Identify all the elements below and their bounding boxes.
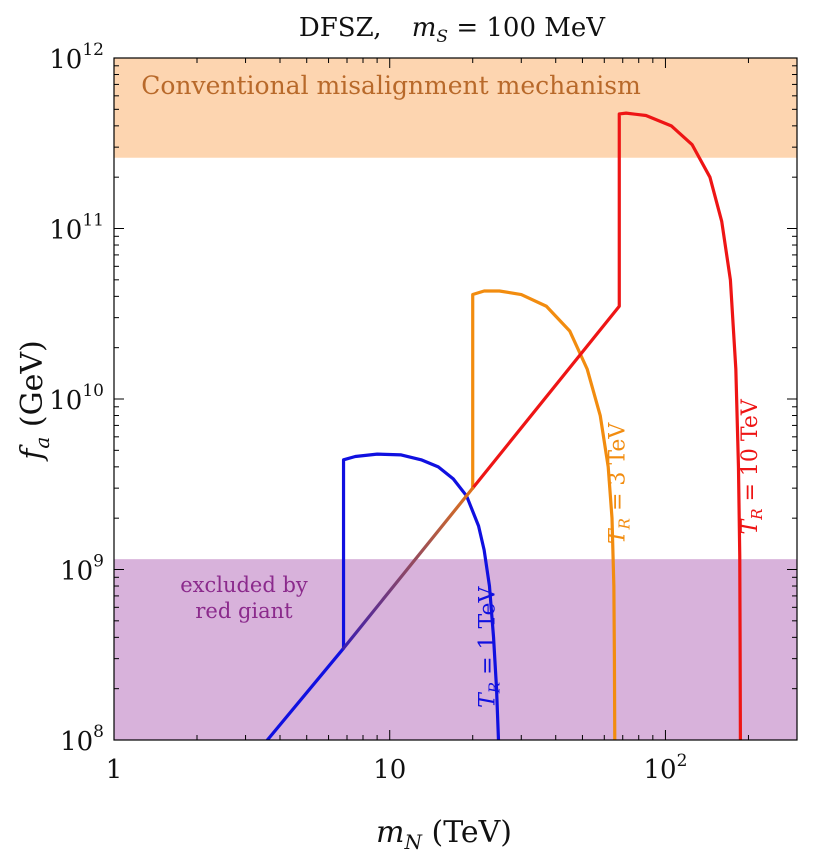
x-tick-label: 10 — [373, 755, 406, 785]
y-tick-label: 1010 — [49, 381, 104, 416]
x-axis-label: mN (TeV) — [376, 815, 512, 854]
series-label-TR=1TeV: TR = 1 TeV — [476, 585, 504, 707]
region-red-giant — [114, 559, 797, 740]
y-axis-label: fa (GeV) — [15, 340, 54, 461]
series-label-TR=10TeV: TR = 10 TeV — [738, 398, 766, 534]
series-label-TR=3TeV: TR = 3 TeV — [605, 422, 633, 544]
x-tick-label: 102 — [643, 751, 687, 785]
series-line-TR=10TeV — [471, 111, 742, 740]
region-label-red-giant-line1: excluded by — [180, 573, 308, 597]
chart-title: DFSZ, mS = 100 MeV — [299, 13, 606, 47]
y-tick-label: 1011 — [49, 211, 104, 246]
y-tick-label: 108 — [60, 722, 104, 757]
series-line-shared-diagonal — [341, 486, 475, 650]
series-line-TR=1TeV — [265, 452, 501, 740]
region-label-red-giant-line2: red giant — [195, 599, 293, 623]
y-tick-label: 109 — [60, 552, 104, 587]
x-tick-label: 1 — [106, 755, 123, 785]
plot-frame — [113, 57, 798, 741]
region-label-misalignment: Conventional misalignment mechanism — [141, 71, 641, 100]
region-misalignment — [114, 58, 797, 158]
y-tick-label: 1012 — [49, 40, 104, 75]
series-line-TR=3TeV — [471, 289, 617, 740]
